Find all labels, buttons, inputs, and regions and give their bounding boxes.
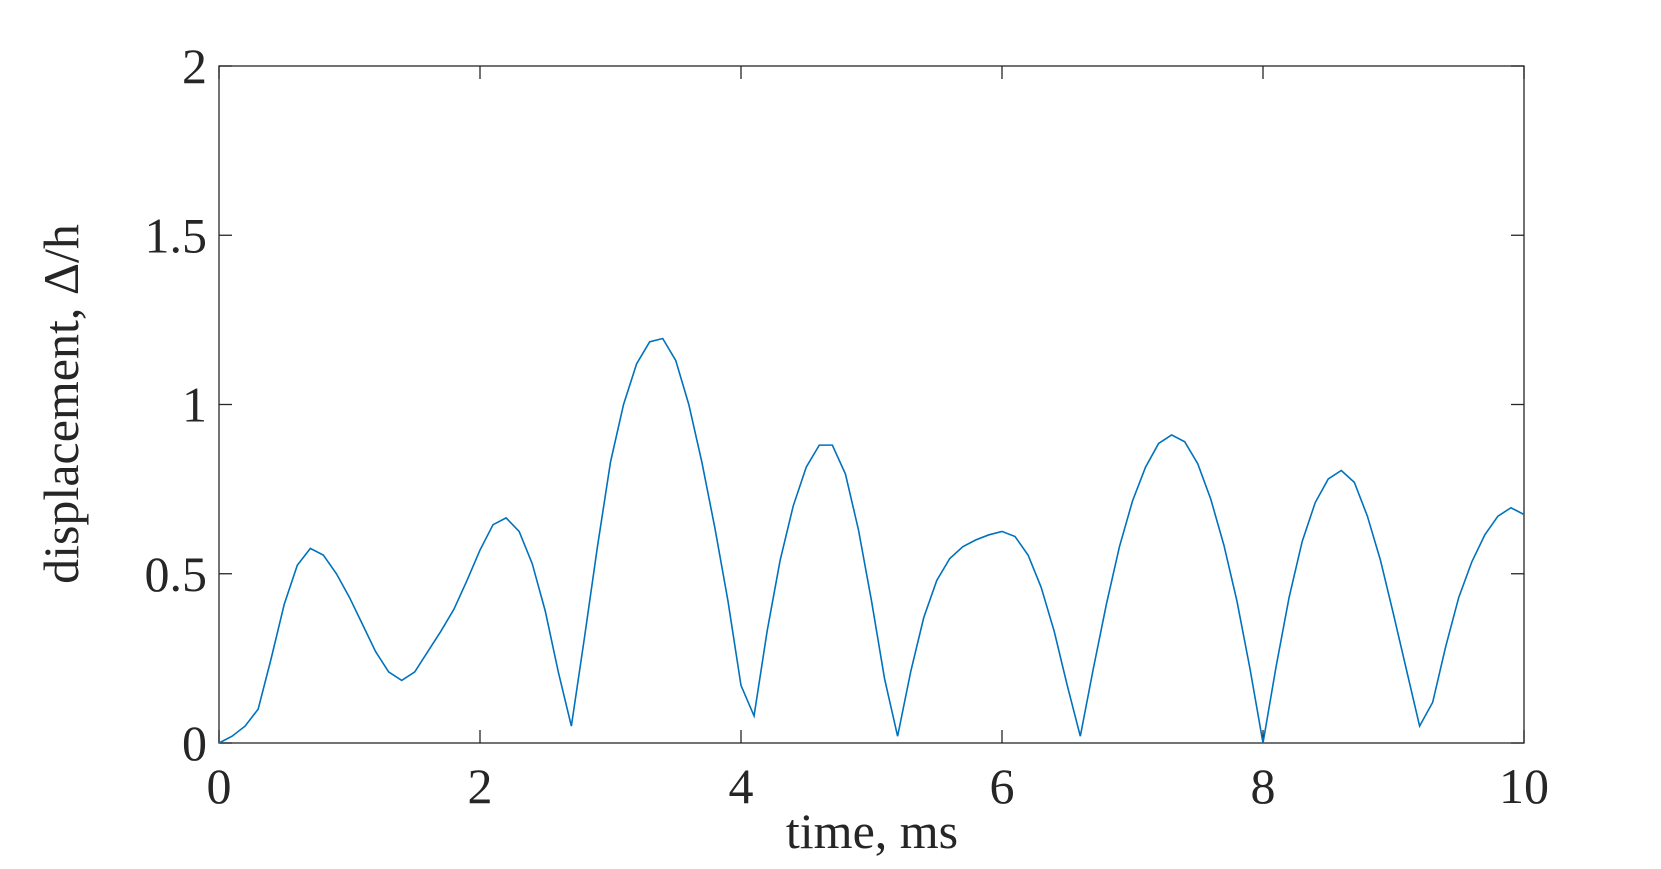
y-tick-label: 0: [182, 715, 207, 771]
x-tick-label: 6: [990, 758, 1015, 814]
y-tick-label: 0.5: [145, 546, 208, 602]
x-tick-label: 4: [729, 758, 754, 814]
y-tick-label: 1: [182, 377, 207, 433]
x-axis-label: time, ms: [786, 803, 958, 859]
plot-frame: [218, 65, 1525, 744]
x-tick-label: 10: [1499, 758, 1549, 814]
y-tick-label: 1.5: [145, 207, 208, 263]
x-tick-label: 8: [1251, 758, 1276, 814]
x-tick-label: 2: [468, 758, 493, 814]
y-axis-label: displacement, Δ/h: [33, 224, 89, 584]
data-line: [218, 337, 1525, 744]
y-tick-label: 2: [182, 38, 207, 94]
x-tick-label: 0: [207, 758, 232, 814]
